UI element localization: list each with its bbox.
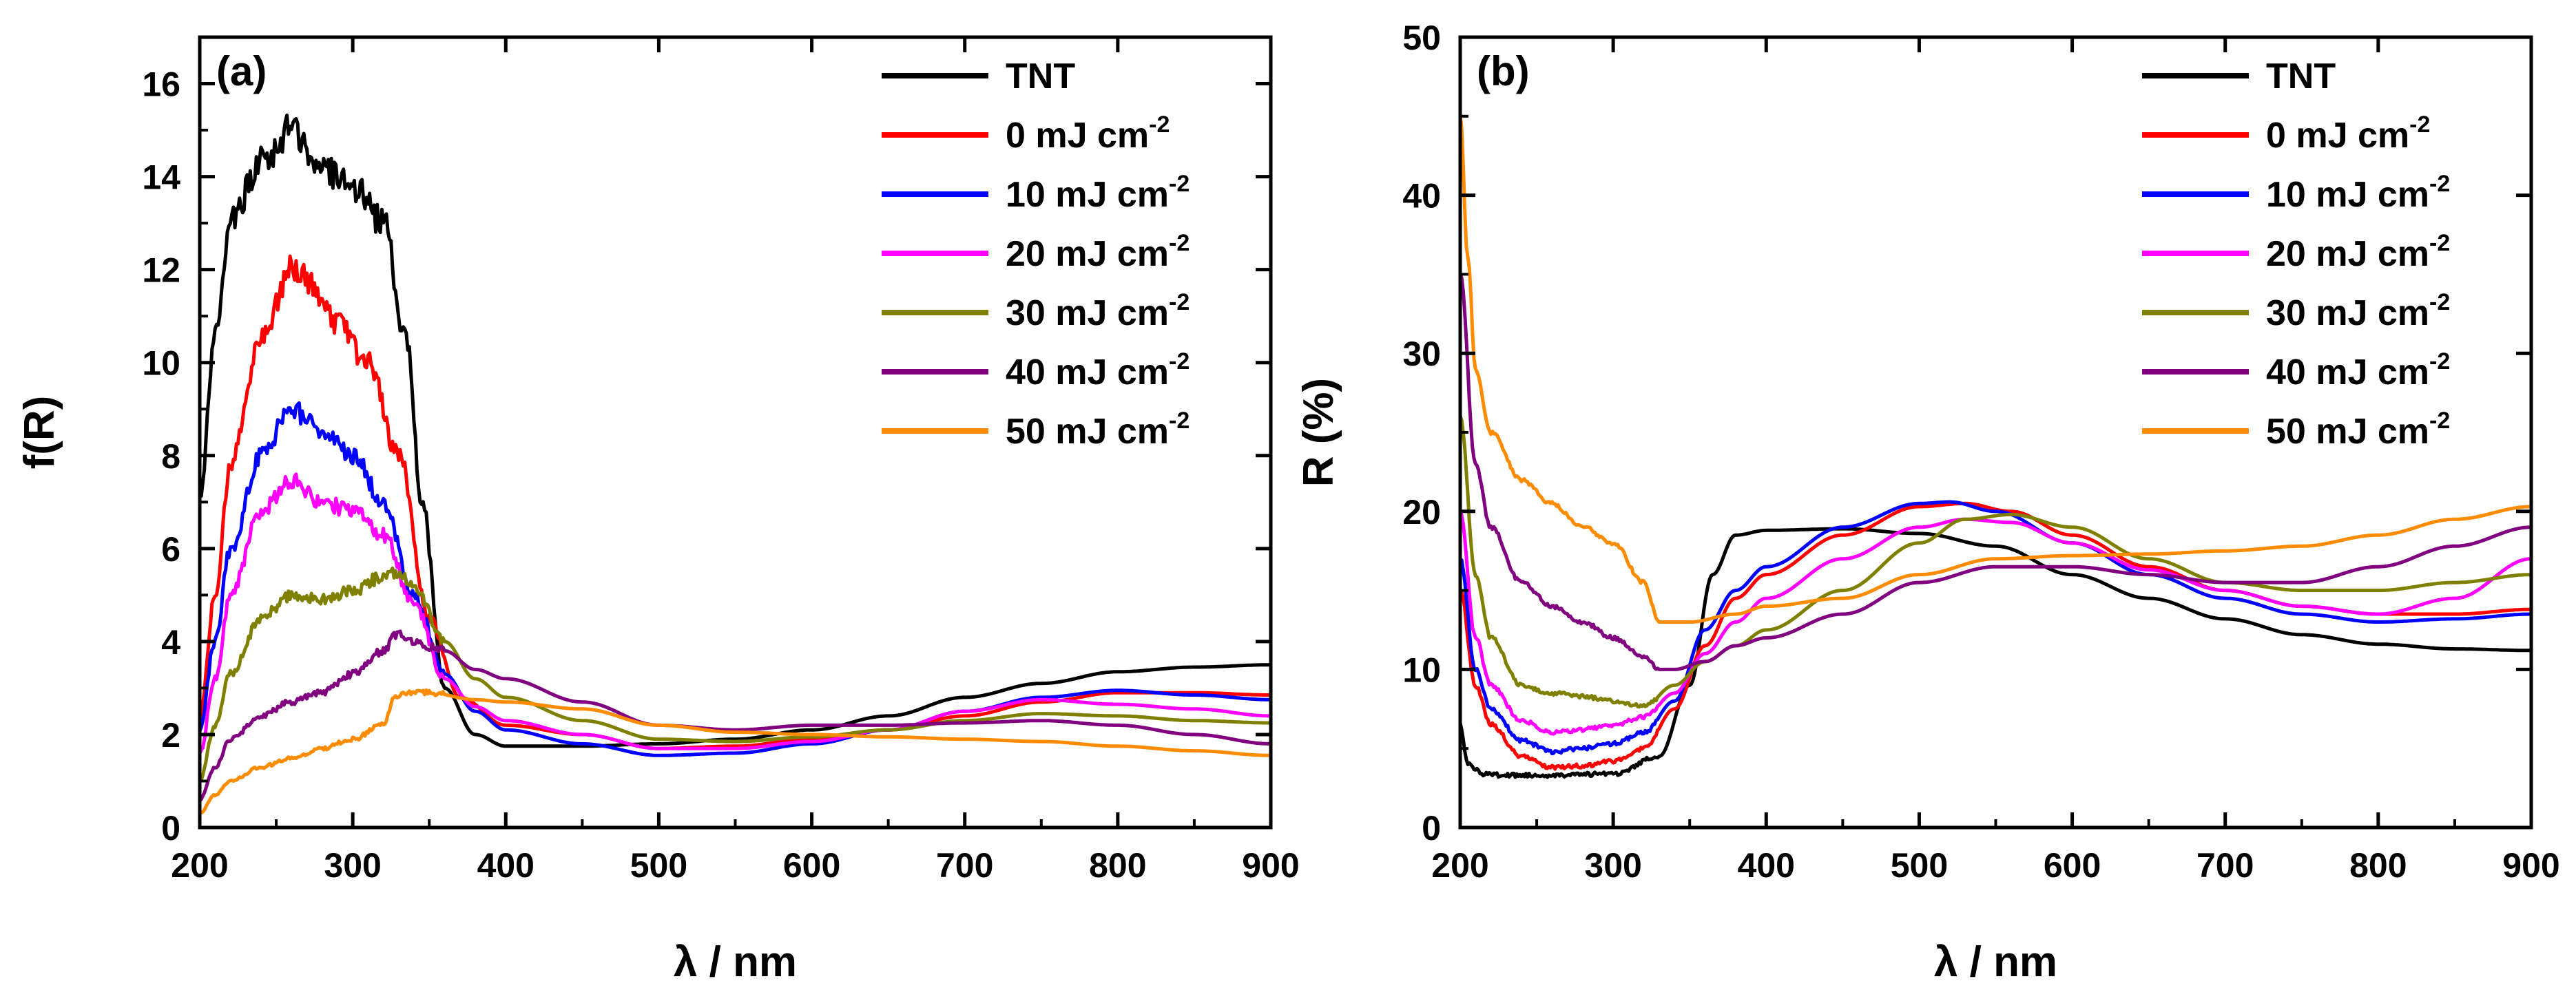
- x-tick-label: 200: [171, 846, 228, 885]
- legend-label-superscript: -2: [1149, 112, 1170, 138]
- x-tick-label: 800: [2349, 846, 2407, 885]
- y-tick-label: 4: [161, 623, 180, 662]
- legend-label-3: 10 mJ cm-2: [2266, 171, 2450, 215]
- x-tick-label: 900: [1242, 846, 1299, 885]
- x-tick-label: 700: [2196, 846, 2254, 885]
- x-tick-label: 600: [2044, 846, 2101, 885]
- legend-label-text: 30 mJ cm: [1006, 293, 1169, 333]
- y-tick-label: 40: [1402, 177, 1441, 215]
- legend-label-superscript: -2: [1169, 230, 1190, 256]
- x-tick-label: 400: [477, 846, 534, 885]
- legend-label-superscript: -2: [1169, 348, 1190, 375]
- series-line-4: [1460, 509, 2531, 736]
- legend-label-text: 40 mJ cm: [1006, 352, 1169, 392]
- legend-label-superscript: -2: [2409, 112, 2430, 138]
- x-tick-label: 600: [783, 846, 840, 885]
- x-tick-label: 700: [936, 846, 993, 885]
- y-tick-label: 50: [1402, 19, 1441, 57]
- y-axis-title: f(R): [16, 396, 63, 470]
- series-line-7: [1460, 114, 2531, 624]
- legend-label-superscript: -2: [1169, 408, 1190, 434]
- legend-label-5: 30 mJ cm-2: [2266, 289, 2450, 333]
- series-line-4: [200, 472, 1271, 755]
- legend-label-superscript: -2: [1169, 289, 1190, 315]
- legend-label-7: 50 mJ cm-2: [2266, 408, 2450, 452]
- y-tick-label: 16: [142, 65, 180, 104]
- panel-a-chart: 200 300 400 500 600 700 800 900 0 2 4 6 8 10 12 14 16 λ /…: [16, 35, 1300, 986]
- legend-label-5: 30 mJ cm-2: [1006, 289, 1190, 333]
- series-line-1: [200, 113, 1271, 748]
- legend-label-text: 20 mJ cm: [2266, 234, 2429, 274]
- y-tick-label: 10: [142, 344, 180, 383]
- y-tick-label: 8: [161, 437, 180, 476]
- legend-label-text: TNT: [2266, 56, 2336, 96]
- y-tick-label: 12: [142, 251, 180, 290]
- x-axis-title: λ / nm: [1934, 938, 2057, 986]
- legend-label-2: 0 mJ cm-2: [2266, 112, 2430, 156]
- legend-label-3: 10 mJ cm-2: [1006, 171, 1190, 215]
- legend-label-6: 40 mJ cm-2: [1006, 348, 1190, 392]
- legend-label-superscript: -2: [1169, 171, 1190, 197]
- series-line-1: [1460, 527, 2531, 779]
- x-tick-label: 800: [1089, 846, 1146, 885]
- y-tick-label: 30: [1402, 335, 1441, 373]
- series-line-3: [200, 401, 1271, 757]
- legend-label-7: 50 mJ cm-2: [1006, 408, 1190, 452]
- legend-label-text: 20 mJ cm: [1006, 234, 1169, 274]
- legend-label-text: 30 mJ cm: [2266, 293, 2429, 333]
- y-tick-label: 0: [161, 809, 180, 847]
- legend-label-text: 10 mJ cm: [1006, 175, 1169, 215]
- legend-label-superscript: -2: [2429, 171, 2450, 197]
- x-tick-label: 900: [2502, 846, 2559, 885]
- series-line-3: [1460, 500, 2531, 756]
- x-tick-label: 400: [1738, 846, 1795, 885]
- series-line-2: [1460, 501, 2531, 771]
- series-line-6: [200, 629, 1271, 801]
- legend-label-2: 0 mJ cm-2: [1006, 112, 1170, 156]
- series-group: [200, 113, 1271, 816]
- legend-label-text: 40 mJ cm: [2266, 352, 2429, 392]
- x-tick-label: 200: [1431, 846, 1488, 885]
- x-tick-label: 500: [1891, 846, 1948, 885]
- legend-label-4: 20 mJ cm-2: [2266, 230, 2450, 274]
- series-line-2: [200, 254, 1271, 750]
- legend-label-text: 10 mJ cm: [2266, 175, 2429, 215]
- panel-label: (a): [216, 48, 267, 94]
- legend-label-1: TNT: [1006, 56, 1075, 96]
- y-tick-label: 10: [1402, 651, 1441, 689]
- x-tick-label: 300: [324, 846, 381, 885]
- y-axis-title: R (%): [1295, 378, 1342, 487]
- legend-label-text: TNT: [1006, 56, 1075, 96]
- legend-label-text: 0 mJ cm: [2266, 116, 2409, 156]
- y-tick-label: 6: [161, 530, 180, 569]
- x-axis-title: λ / nm: [674, 938, 797, 986]
- y-tick-label: 0: [1422, 809, 1441, 847]
- legend-label-1: TNT: [2266, 56, 2336, 96]
- x-tick-label: 500: [630, 846, 687, 885]
- legend-label-superscript: -2: [2429, 408, 2450, 434]
- legend-label-text: 50 mJ cm: [1006, 412, 1169, 452]
- y-tick-label: 20: [1402, 493, 1441, 531]
- y-tick-label: 14: [142, 158, 180, 197]
- legend-label-superscript: -2: [2429, 348, 2450, 375]
- series-line-7: [200, 688, 1271, 816]
- legend-label-superscript: -2: [2429, 230, 2450, 256]
- x-tick-label: 300: [1584, 846, 1641, 885]
- legend-label-4: 20 mJ cm-2: [1006, 230, 1190, 274]
- legend-label-6: 40 mJ cm-2: [2266, 348, 2450, 392]
- y-tick-label: 2: [161, 716, 180, 755]
- legend-label-superscript: -2: [2429, 289, 2450, 315]
- series-line-6: [1460, 273, 2531, 671]
- series-line-5: [200, 566, 1271, 783]
- panel-b-chart: 200 300 400 500 600 700 800 900 0 10 20 30 40 50 λ / n…: [1295, 19, 2560, 986]
- legend-label-text: 0 mJ cm: [1006, 116, 1149, 156]
- legend-label-text: 50 mJ cm: [2266, 412, 2429, 452]
- series-line-5: [1460, 415, 2531, 709]
- series-group: [1460, 114, 2531, 779]
- panel-label: (b): [1477, 48, 1530, 94]
